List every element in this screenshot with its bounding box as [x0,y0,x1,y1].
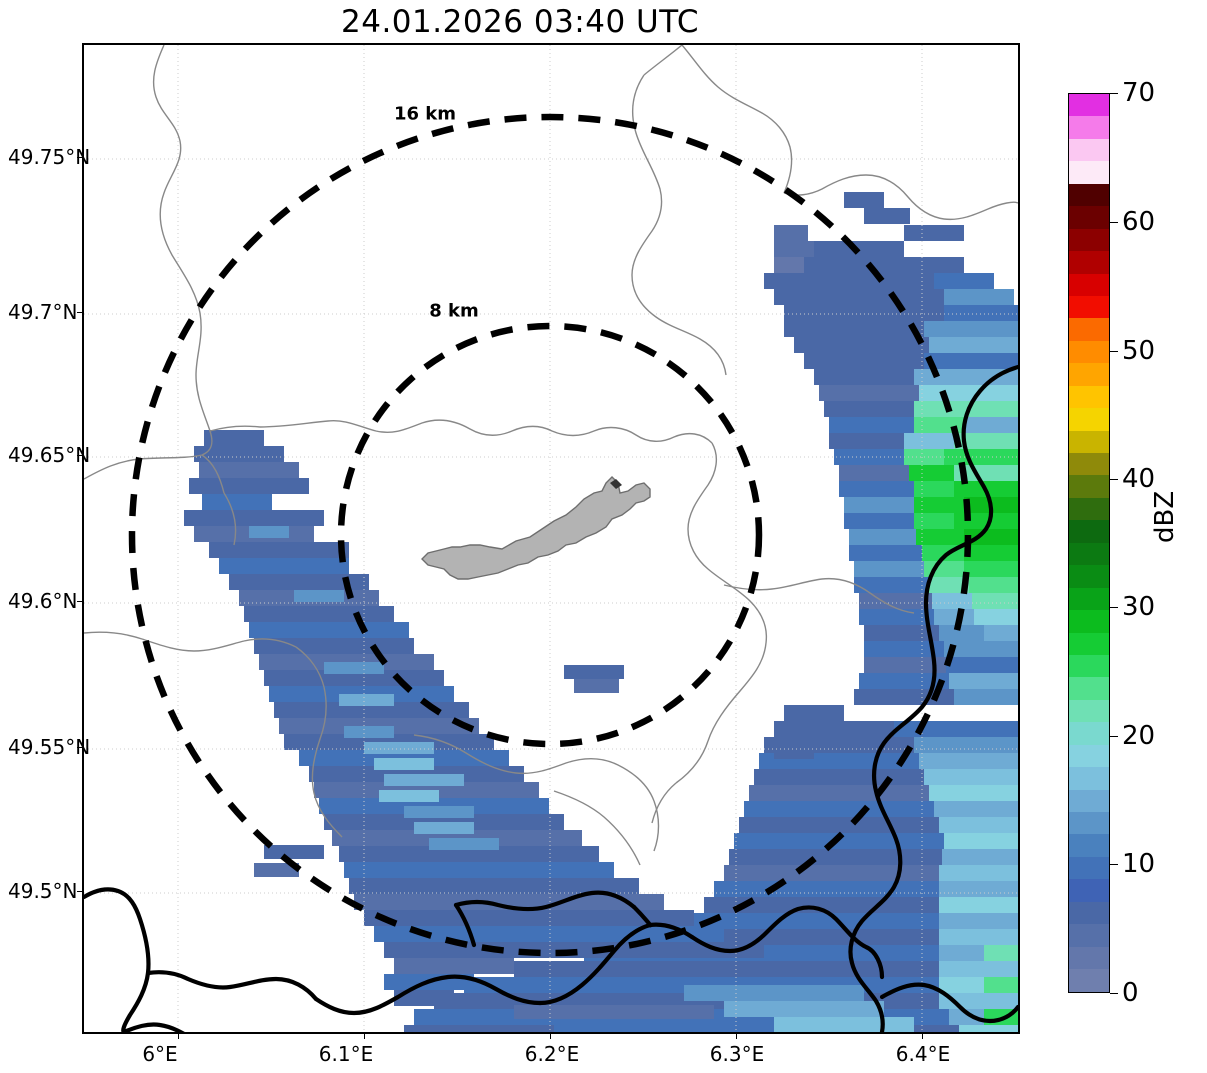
colorbar-tickmark [1110,222,1118,223]
colorbar-band [1069,856,1109,880]
colorbar-band [1069,183,1109,207]
colorbar-tick-label: 20 [1122,721,1156,751]
x-tickmark [922,1034,923,1039]
x-tick-label: 6.1°E [318,1042,374,1066]
x-tickmark [364,1034,365,1039]
colorbar-band [1069,969,1109,992]
range-rings [128,113,972,957]
colorbar-band [1069,340,1109,364]
colorbar-band [1069,363,1109,386]
colorbar-axis-label: dBZ [1150,490,1180,543]
x-tickmark [736,1034,737,1039]
colorbar-tickmark [1110,479,1118,480]
colorbar-band [1069,632,1109,655]
colorbar-tick-label: 70 [1122,78,1156,108]
colorbar-band [1069,385,1109,409]
admin-border-lines [84,45,1018,866]
national-border-line [84,364,1018,1032]
colorbar-tick-label: 40 [1122,464,1156,494]
y-tick-label: 49.5°N [8,879,78,903]
colorbar-band [1069,654,1109,678]
y-tickmark [77,455,82,456]
colorbar-band [1069,318,1109,341]
y-tick-label: 49.55°N [8,735,91,759]
x-tick-label: 6°E [142,1042,178,1066]
colorbar-band [1069,722,1109,745]
colorbar-band [1069,565,1109,588]
colorbar-band [1069,744,1109,768]
range-ring-label-8km: 8 km [429,300,479,322]
x-tick-label: 6.3°E [709,1042,765,1066]
colorbar-band [1069,273,1109,296]
colorbar[interactable] [1068,93,1110,993]
colorbar-band [1069,610,1109,633]
figure-title: 24.01.2026 03:40 UTC [341,4,699,40]
colorbar-band [1069,767,1109,790]
x-tick-label: 6.4°E [895,1042,951,1066]
colorbar-tickmark [1110,736,1118,737]
colorbar-band [1069,789,1109,812]
colorbar-tickmark [1110,993,1118,994]
colorbar-band [1069,901,1109,925]
colorbar-tickmark [1110,864,1118,865]
colorbar-band [1069,206,1109,229]
map-canvas [84,45,1018,1032]
colorbar-band [1069,946,1109,970]
y-tickmark [77,157,82,158]
y-tick-label: 49.6°N [8,589,78,613]
colorbar-band [1069,587,1109,611]
colorbar-tick-label: 0 [1122,978,1139,1008]
colorbar-band [1069,677,1109,700]
urban-area-polygon [421,476,651,580]
colorbar-band [1069,138,1109,162]
colorbar-band [1069,812,1109,835]
colorbar-band [1069,251,1109,274]
colorbar-band [1069,834,1109,857]
radar-reflectivity-cells [184,192,1018,1032]
y-tick-label: 49.7°N [8,300,78,324]
colorbar-tickmark [1110,607,1118,608]
colorbar-band [1069,879,1109,902]
colorbar-band [1069,475,1109,498]
colorbar-tickmark [1110,351,1118,352]
colorbar-band [1069,520,1109,543]
colorbar-tickmark [1110,93,1118,94]
x-tick-label: 6.2°E [524,1042,580,1066]
map-svg [84,45,1018,1032]
colorbar-band [1069,542,1109,566]
colorbar-band [1069,116,1109,139]
range-ring-8km [337,322,763,748]
colorbar-band [1069,408,1109,431]
colorbar-band [1069,228,1109,252]
y-tickmark [77,747,82,748]
colorbar-band [1069,497,1109,521]
colorbar-tick-label: 50 [1122,336,1156,366]
map-plot-area[interactable]: 16 km 8 km [82,43,1020,1034]
y-tickmark [77,891,82,892]
colorbar-band [1069,161,1109,184]
colorbar-tick-label: 30 [1122,592,1156,622]
y-tick-label: 49.75°N [8,145,91,169]
colorbar-band [1069,453,1109,476]
y-tick-label: 49.65°N [8,443,91,467]
range-ring-16km [128,113,972,957]
x-tickmark [178,1034,179,1039]
colorbar-band [1069,94,1109,117]
colorbar-tick-label: 60 [1122,207,1156,237]
colorbar-band [1069,699,1109,723]
y-tickmark [77,312,82,313]
colorbar-band [1069,295,1109,319]
colorbar-tick-label: 10 [1122,849,1156,879]
y-tickmark [77,601,82,602]
range-ring-label-16km: 16 km [393,103,457,125]
colorbar-band [1069,924,1109,947]
x-tickmark [550,1034,551,1039]
colorbar-band [1069,430,1109,453]
